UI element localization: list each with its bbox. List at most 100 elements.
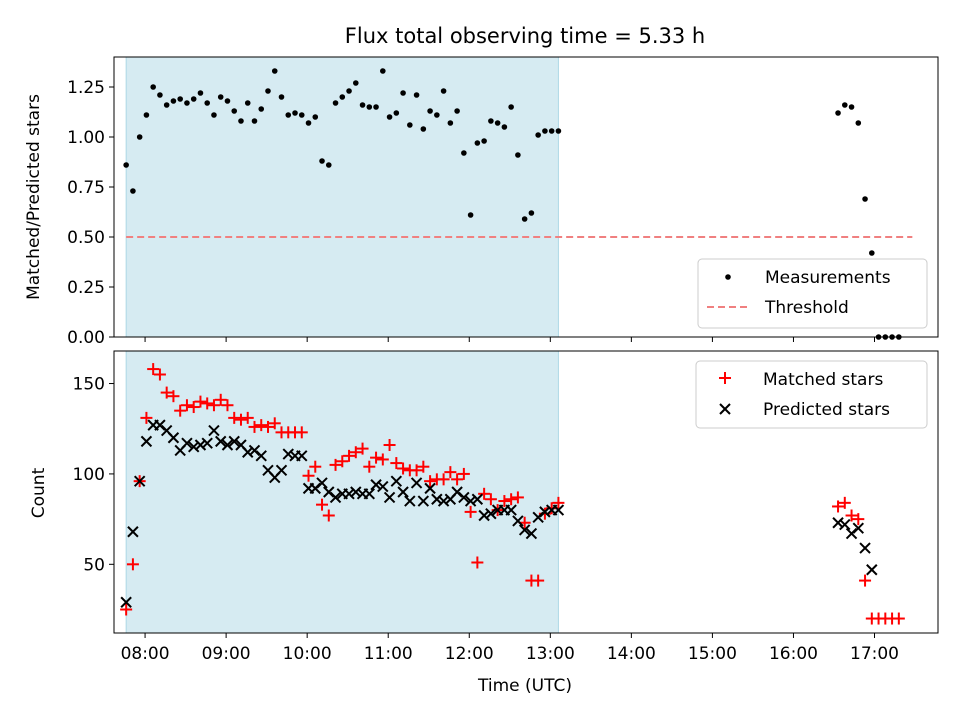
predicted-stars-point (350, 486, 362, 498)
measurements-point (130, 188, 136, 194)
x-tick-label: 17:00 (850, 644, 899, 664)
predicted-stars-point (275, 464, 288, 477)
legend-predicted-marker (719, 403, 731, 415)
matched-stars-point (160, 386, 173, 399)
matched-stars-point (187, 401, 200, 414)
measurements-point (508, 104, 514, 110)
predicted-stars-point (228, 435, 240, 448)
predicted-stars-point (329, 491, 342, 504)
top-y-tick-label: 0.00 (67, 328, 105, 348)
measurements-point (393, 110, 400, 116)
predicted-stars-point (140, 435, 153, 448)
top-y-tick-label: 1.25 (67, 78, 105, 98)
measurements-point (400, 90, 406, 96)
matched-stars-point (322, 509, 335, 522)
matched-stars-point (241, 411, 254, 424)
matched-stars-point (376, 453, 389, 466)
matched-stars-point (201, 397, 214, 410)
matched-stars-point (410, 464, 423, 477)
measurements-point (278, 94, 285, 100)
predicted-stars-point (390, 475, 403, 487)
matched-stars-point (397, 462, 410, 475)
top-y-label: Matched/Predicted stars (24, 94, 44, 300)
predicted-stars-point (539, 506, 551, 518)
top-title: Flux total observing time = 5.33 h (345, 24, 705, 48)
measurements-point (407, 122, 413, 128)
x-tick-label: 15:00 (688, 644, 737, 664)
measurements-point (494, 120, 501, 126)
measurements-point (413, 92, 420, 98)
measurements-point (231, 108, 238, 114)
x-tick-label: 12:00 (445, 644, 494, 664)
measurements-point (454, 108, 460, 114)
bottom-y-label: Count (29, 467, 49, 518)
matched-stars-point (552, 496, 565, 509)
predicted-stars-point (525, 527, 538, 540)
measurements-point (427, 108, 433, 114)
x-tick-label: 11:00 (364, 644, 413, 664)
x-tick-label: 08:00 (121, 644, 170, 664)
measurements-point (224, 98, 231, 104)
matched-stars-point (457, 467, 470, 480)
top-y-tick-label: 0.25 (67, 278, 105, 298)
measurements-point (548, 128, 555, 134)
predicted-stars-point (208, 424, 220, 437)
matched-stars-point (329, 458, 342, 471)
bottom-panel: 50 100 150 08:00 09:00 10:00 11:00 12:00 13:00 1… (29, 350, 939, 696)
matched-stars-point (417, 460, 430, 473)
matched-stars-point (859, 574, 872, 587)
predicted-stars-point (424, 482, 436, 495)
matched-stars-point (498, 495, 511, 508)
x-tick-label: 16:00 (769, 644, 818, 664)
matched-stars-point (167, 390, 180, 403)
legend-measurements-marker (725, 274, 731, 280)
matched-stars-point (424, 475, 437, 488)
measurements-point (217, 94, 224, 100)
matched-stars-point (532, 574, 545, 587)
measurements-point (346, 88, 352, 94)
measurements-point (869, 250, 875, 256)
predicted-stars-point (370, 479, 382, 491)
matched-stars-point (852, 513, 865, 526)
predicted-stars-point (221, 439, 234, 451)
top-y-tick-label: 0.50 (67, 228, 105, 248)
measurements-point (298, 112, 305, 118)
measurements-point (305, 120, 312, 126)
measurements-point (339, 94, 346, 100)
measurements-point (163, 102, 170, 108)
matched-stars-point (505, 493, 518, 506)
predicted-stars-point (478, 509, 490, 522)
measurements-point (271, 68, 278, 74)
measurements-point (204, 100, 211, 106)
predicted-stars-point (296, 450, 308, 462)
measurements-point (319, 158, 325, 164)
measurements-point (521, 216, 528, 222)
predicted-stars-point (383, 491, 396, 504)
predicted-stars-point (417, 495, 430, 507)
measurements-point (373, 104, 379, 110)
matched-stars-point (302, 469, 315, 482)
measurements-point (515, 152, 521, 158)
measurements-point (535, 132, 541, 138)
predicted-stars-point (316, 477, 328, 489)
top-observing-window (125, 56, 559, 338)
predicted-stars-point (431, 493, 443, 505)
legend-threshold-label: Threshold (764, 298, 849, 318)
measurements-point (352, 80, 359, 86)
measurements-point (238, 118, 244, 124)
measurements-point (244, 100, 251, 106)
matched-stars-point (484, 493, 497, 506)
measurements-point (481, 138, 487, 144)
x-tick-label: 13:00 (526, 644, 575, 664)
legend-measurements-label: Measurements (765, 268, 891, 288)
matched-stars-point (153, 368, 166, 381)
measurements-point (285, 112, 292, 118)
measurements-point (474, 140, 481, 146)
legend-predicted-label: Predicted stars (763, 400, 890, 420)
matched-stars-point (363, 460, 376, 473)
matched-stars-point (180, 399, 193, 412)
predicted-stars-point (512, 515, 524, 527)
predicted-stars-point (181, 437, 193, 449)
measurements-point (292, 110, 298, 116)
